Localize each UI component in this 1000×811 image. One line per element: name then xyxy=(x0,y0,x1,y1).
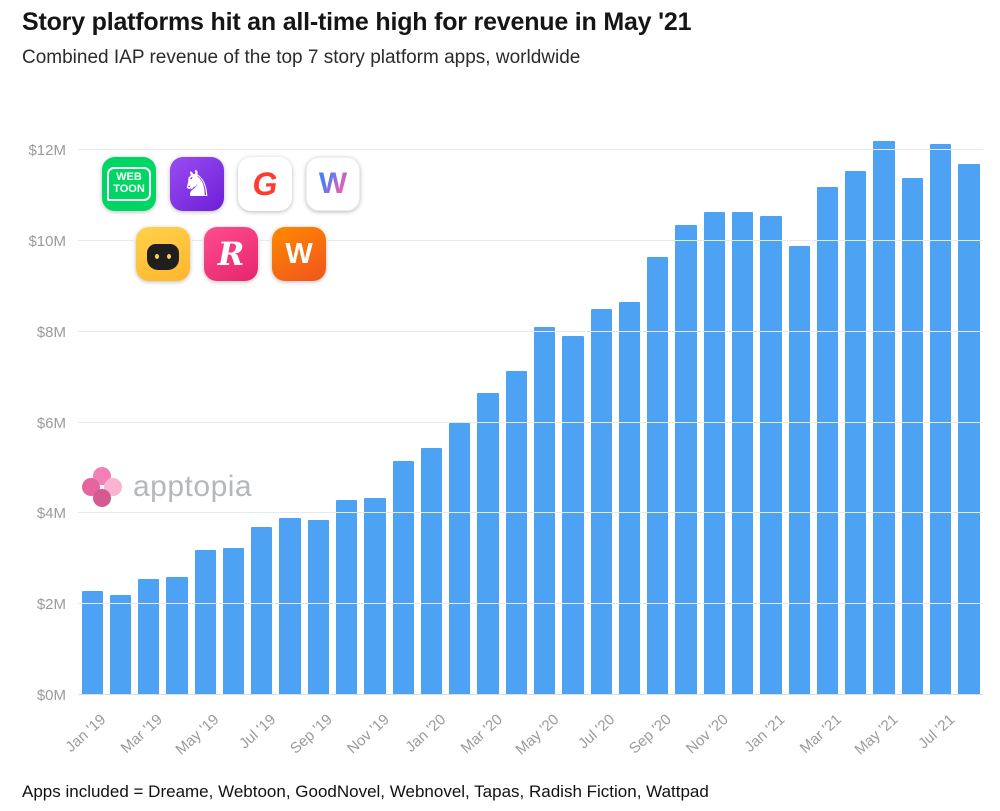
apptopia-wordmark: apptopia xyxy=(133,470,253,503)
bar xyxy=(420,447,443,695)
gridline xyxy=(78,512,983,514)
dreame-unicorn-glyph: ♞ xyxy=(180,163,214,204)
y-tick-label: $6M xyxy=(36,414,66,432)
goodnovel-app-icon: G xyxy=(238,157,292,211)
bar xyxy=(364,497,386,695)
page-subtitle: Combined IAP revenue of the top 7 story … xyxy=(22,47,581,68)
bars-container xyxy=(78,105,983,695)
bar xyxy=(279,518,301,695)
dreame-app-icon: ♞ xyxy=(170,157,224,211)
bar xyxy=(845,170,867,695)
bar xyxy=(109,595,132,695)
bar xyxy=(618,302,641,695)
y-tick-label: $8M xyxy=(36,323,66,341)
gridline xyxy=(78,421,983,423)
bar xyxy=(675,225,697,695)
bar xyxy=(392,461,414,695)
bar xyxy=(251,527,273,695)
gridline xyxy=(78,603,983,605)
bar xyxy=(562,336,584,695)
webnovel-logo-letter: W xyxy=(318,167,348,200)
apps-included-note: Apps included = Dreame, Webtoon, GoodNov… xyxy=(22,782,709,801)
y-axis-labels: $0M $2M $4M $6M $8M $10M $12M xyxy=(0,105,66,704)
bar xyxy=(788,245,810,695)
bar xyxy=(816,186,839,695)
bar xyxy=(477,393,499,695)
bar xyxy=(901,177,923,695)
radish-logo-letter: R xyxy=(217,235,245,273)
bar xyxy=(81,590,103,695)
plot-area xyxy=(78,105,983,695)
webtoon-logo-text: WEB TOON xyxy=(107,167,151,201)
app-icons-group: WEB TOON ♞ G W R xyxy=(102,157,360,281)
y-tick-label: $0M xyxy=(36,687,66,704)
gridline xyxy=(78,330,983,332)
app-icons-row-2: R W xyxy=(136,227,360,281)
bar xyxy=(307,520,330,695)
bar xyxy=(534,327,556,695)
bar xyxy=(731,211,754,695)
page-title: Story platforms hit an all-time high for… xyxy=(22,8,692,36)
bar xyxy=(958,164,980,695)
y-tick-label: $12M xyxy=(28,142,66,160)
app-icons-row-1: WEB TOON ♞ G W xyxy=(102,157,360,211)
x-axis-labels: Jan '19 Mar '19 May '19 Jul '19 Sep '19 Nov '… xyxy=(62,711,958,759)
webtoon-app-icon: WEB TOON xyxy=(102,157,156,211)
wattpad-app-icon: W xyxy=(272,227,326,281)
y-tick-label: $2M xyxy=(36,596,66,614)
bar xyxy=(194,549,216,695)
y-tick-label: $10M xyxy=(28,233,66,251)
revenue-bar-chart: $0M $2M $4M $6M $8M $10M $12M Jan '19 Mar '19 Ma… xyxy=(0,95,1000,785)
bar xyxy=(505,370,527,695)
bar xyxy=(166,577,188,695)
wattpad-logo-letter: W xyxy=(285,237,313,270)
tapas-character-glyph xyxy=(147,244,179,270)
bar xyxy=(929,143,952,695)
gridline xyxy=(78,240,983,242)
webnovel-app-icon: W xyxy=(306,157,360,211)
bar xyxy=(703,211,725,695)
bar xyxy=(590,309,612,695)
goodnovel-logo-letter: G xyxy=(252,165,278,202)
tapas-app-icon xyxy=(136,227,190,281)
bar xyxy=(336,499,358,695)
bar xyxy=(647,257,669,695)
apptopia-watermark: apptopia xyxy=(82,467,252,507)
gridline xyxy=(78,694,983,695)
radish-app-icon: R xyxy=(204,227,258,281)
y-tick-label: $4M xyxy=(36,505,66,523)
bar xyxy=(449,422,471,695)
bar xyxy=(873,141,895,695)
bar xyxy=(222,547,245,695)
gridline xyxy=(78,149,983,151)
bar xyxy=(760,216,782,695)
apptopia-logo-icon xyxy=(82,467,122,507)
bar xyxy=(138,579,160,695)
